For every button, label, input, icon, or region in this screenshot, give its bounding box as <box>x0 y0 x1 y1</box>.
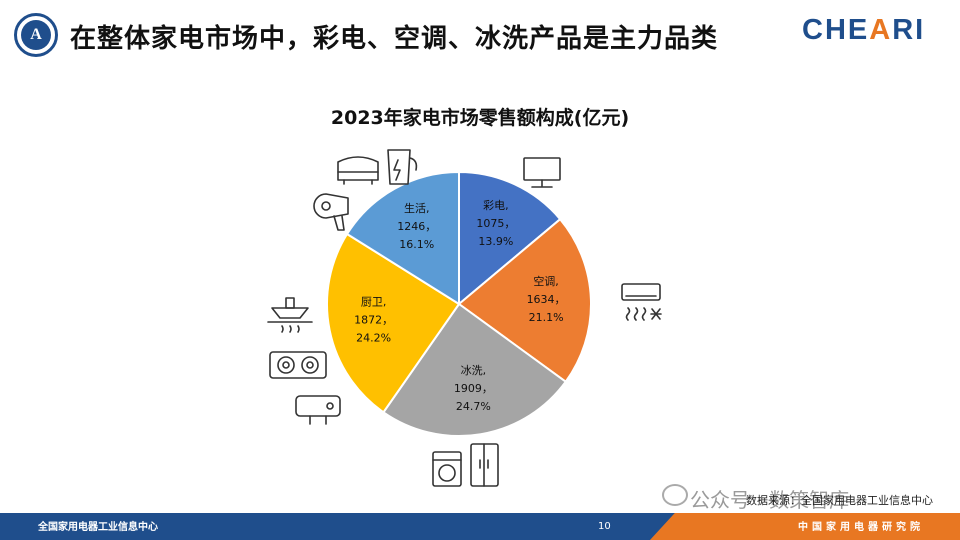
footer-accent <box>650 513 960 540</box>
watermark-text: 公众号 · 数策智库 <box>690 488 850 512</box>
slice-label: 空调, 1634， 21.1% <box>527 274 566 324</box>
pie-slice <box>457 217 592 384</box>
gas-stove-icon <box>269 351 327 379</box>
institute-logo: A <box>14 13 58 57</box>
air-conditioner-icon <box>621 283 662 321</box>
footer-right-text: 中国家用电器研究院 <box>798 522 924 533</box>
logo-text-1: CHE <box>802 14 870 46</box>
footer-bar: 全国家用电器工业信息中心 10 中国家用电器研究院 <box>0 513 960 540</box>
pie-slice <box>326 232 461 414</box>
tv-icon <box>523 157 561 188</box>
logo-text-3: RI <box>892 14 926 46</box>
slice-label: 厨卫, 1872， 24.2% <box>354 295 393 344</box>
slice-label: 彩电, 1075， 13.9% <box>476 199 515 248</box>
pie-slice <box>458 170 562 307</box>
pie-slice <box>382 302 568 437</box>
footer-left-text: 全国家用电器工业信息中心 <box>38 522 158 533</box>
logo-text-2: A <box>869 14 893 46</box>
cheari-logo: CHEARI <box>802 14 925 47</box>
slice-label: 生活, 1246， 16.1% <box>397 201 436 251</box>
washing-machine-icon <box>432 451 462 487</box>
rice-cooker-icon <box>337 156 379 185</box>
slice-label: 冰洗, 1909， 24.7% <box>454 364 493 413</box>
chart-title: 2023年家电市场零售额构成(亿元) <box>330 107 630 129</box>
wechat-icon <box>662 484 688 506</box>
pie-slice <box>345 170 460 306</box>
range-hood-icon <box>267 297 313 333</box>
logo-letter: A <box>21 20 51 50</box>
water-heater-icon <box>295 395 341 425</box>
page-title: 在整体家电市场中，彩电、空调、冰洗产品是主力品类 <box>70 24 719 54</box>
kettle-icon <box>387 149 418 185</box>
refrigerator-icon <box>470 443 499 487</box>
hair-dryer-icon <box>313 193 349 231</box>
page-number: 10 <box>598 521 611 532</box>
source-note: 数据来源：全国家用电器工业信息中心 <box>746 494 933 507</box>
